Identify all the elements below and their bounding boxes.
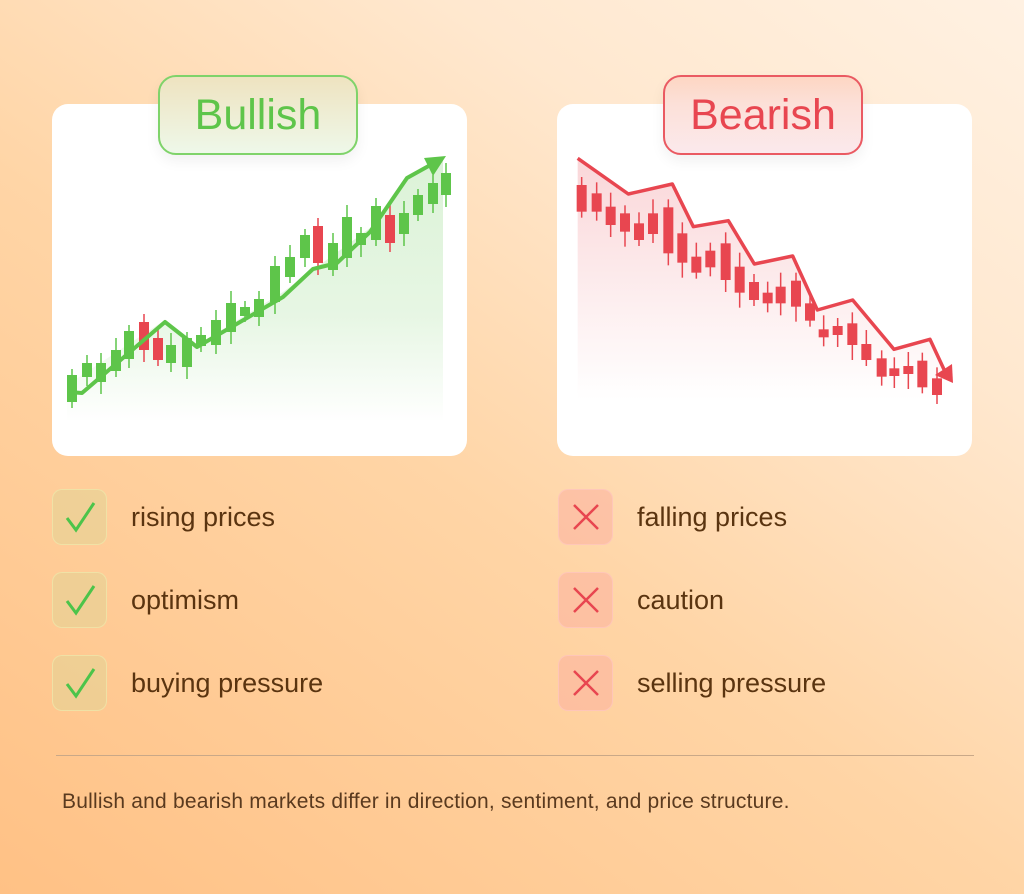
item-label: optimism — [131, 584, 240, 615]
check-icon — [52, 489, 107, 545]
bullish-chart-card — [52, 104, 467, 456]
check-icon — [52, 655, 107, 711]
item-label: caution — [637, 584, 725, 615]
cross-icon — [558, 572, 613, 628]
bullish-item-buying-pressure: buying pressure — [52, 655, 323, 711]
bullish-title: Bullish — [194, 90, 322, 139]
item-label: selling pressure — [637, 667, 827, 698]
bearish-title-badge: Bearish — [663, 75, 863, 155]
bullish-item-rising-prices: rising prices — [52, 489, 275, 545]
bearish-item-falling-prices: falling prices — [558, 489, 787, 545]
divider — [56, 755, 974, 756]
bearish-item-selling-pressure: selling pressure — [558, 655, 826, 711]
bearish-title: Bearish — [690, 90, 836, 139]
cross-icon — [558, 489, 613, 545]
bullish-item-optimism: optimism — [52, 572, 239, 628]
footer-caption: Bullish and bearish markets differ in di… — [62, 790, 790, 813]
item-label: buying pressure — [131, 667, 324, 698]
item-label: falling prices — [637, 501, 788, 532]
cross-icon — [558, 655, 613, 711]
item-label: rising prices — [131, 501, 276, 532]
check-icon — [52, 572, 107, 628]
bearish-chart-card — [557, 104, 972, 456]
bearish-item-caution: caution — [558, 572, 724, 628]
bullish-title-badge: Bullish — [158, 75, 358, 155]
